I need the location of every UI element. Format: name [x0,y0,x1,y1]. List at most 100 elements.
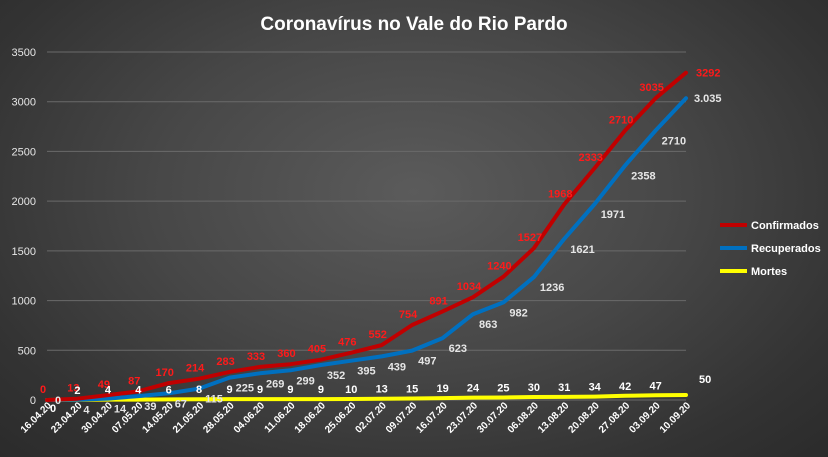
data-label-mortes: 13 [376,384,388,396]
data-label-confirmados: 2710 [609,115,633,127]
x-tick-label: 04.06.20 [232,400,268,436]
data-label-recuperados: 299 [296,375,314,387]
data-label-recuperados: 2358 [631,171,655,183]
data-label-recuperados: 352 [327,370,345,382]
data-label-confirmados: 891 [429,295,447,307]
y-tick-label: 1000 [12,296,36,308]
legend: Confirmados Recuperados Mortes [720,220,821,278]
data-label-confirmados: 3292 [696,68,720,80]
data-label-mortes: 24 [467,383,480,395]
data-label-mortes: 9 [257,384,263,396]
x-tick-label: 16.07.20 [414,400,450,436]
x-tick-label: 23.07.20 [445,400,481,436]
data-label-confirmados: 49 [98,379,110,391]
data-label-confirmados: 283 [216,356,234,368]
data-label-mortes: 50 [699,374,711,386]
data-label-confirmados: 2333 [578,152,602,164]
x-tick-label: 11.06.20 [263,400,298,435]
y-tick-label: 500 [18,345,36,357]
data-label-recuperados: 39 [144,401,156,413]
data-label-recuperados: 269 [266,378,284,390]
x-tick-label: 13.08.20 [536,400,572,436]
data-label-mortes: 4 [105,385,112,397]
data-label-confirmados: 360 [277,348,295,360]
data-label-recuperados: 863 [479,319,497,331]
data-label-confirmados: 1240 [487,261,511,273]
legend-entry-recuperados: Recuperados [751,243,821,255]
x-tick-label: 02.07.20 [354,400,390,436]
series-line-recuperados [45,96,688,402]
legend-entry-mortes: Mortes [751,266,787,278]
x-tick-label: 09.07.20 [384,400,420,436]
x-tick-label: 03.09.20 [627,400,663,436]
data-label-mortes: 10 [345,384,357,396]
data-label-confirmados: 170 [156,367,174,379]
y-tick-label: 2500 [12,146,36,158]
series-lines [45,70,688,402]
data-label-recuperados: 982 [509,307,527,319]
x-tick-label: 06.08.20 [506,400,542,436]
data-label-recuperados: 67 [175,398,187,410]
x-tick-label: 30.07.20 [475,400,511,436]
x-tick-label: 20.08.20 [567,400,603,436]
data-label-confirmados: 476 [338,337,356,349]
chart-title: Coronavírus no Vale do Rio Pardo [260,14,567,35]
data-label-confirmados: 1527 [518,232,542,244]
data-label-mortes: 47 [649,380,661,392]
data-label-recuperados: 623 [449,343,467,355]
data-label-recuperados: 1621 [570,244,594,256]
data-label-mortes: 42 [619,381,631,393]
data-label-mortes: 9 [287,384,293,396]
data-label-confirmados: 87 [128,375,140,387]
data-label-mortes: 6 [166,384,172,396]
y-axis-ticks: 0 500 1000 1500 2000 2500 3000 3500 [12,47,36,407]
data-label-recuperados: 2710 [662,136,686,148]
data-label-mortes: 9 [227,384,233,396]
gridlines [47,51,686,401]
data-label-mortes: 34 [589,382,602,394]
data-label-confirmados: 552 [369,329,387,341]
data-label-recuperados: 4 [83,405,90,417]
data-label-confirmados: 405 [308,344,326,356]
legend-entry-confirmados: Confirmados [751,220,819,232]
data-label-recuperados: 3.035 [694,93,722,105]
data-label-confirmados: 333 [247,351,265,363]
data-label-mortes: 30 [528,382,540,394]
series-line-confirmados [45,70,688,402]
x-tick-label: 27.08.20 [597,400,633,436]
data-label-recuperados: 14 [114,404,127,416]
y-tick-label: 3500 [12,47,36,59]
data-label-recuperados: 395 [357,366,375,378]
data-label-mortes: 15 [406,384,418,396]
data-label-confirmados: 13 [67,383,79,395]
data-label-mortes: 9 [318,384,324,396]
data-label-confirmados: 0 [40,384,46,396]
y-tick-label: 2000 [12,196,36,208]
x-tick-label: 10.09.20 [658,400,694,436]
data-label-recuperados: 497 [418,356,436,368]
y-tick-label: 1500 [12,246,36,258]
x-tick-label: 18.06.20 [293,400,329,436]
data-label-recuperados: 115 [205,394,223,406]
data-label-mortes: 2 [74,385,80,397]
x-tick-label: 25.06.20 [323,400,359,436]
y-tick-label: 0 [30,395,36,407]
data-label-confirmados: 754 [399,309,418,321]
data-label-mortes: 8 [196,384,202,396]
data-label-mortes: 31 [558,382,570,394]
data-label-recuperados: 0 [55,395,61,407]
data-label-recuperados: 1236 [540,282,564,294]
data-label-confirmados: 1968 [548,188,572,200]
data-label-mortes: 4 [135,385,142,397]
data-label-mortes: 25 [497,383,509,395]
data-label-confirmados: 1034 [457,281,482,293]
data-label-confirmados: 3035 [639,82,663,94]
data-label-confirmados: 214 [186,363,205,375]
data-label-recuperados: 1971 [601,209,625,221]
data-label-mortes: 0 [50,403,56,415]
y-tick-label: 3000 [12,97,36,109]
data-label-recuperados: 439 [388,361,406,373]
